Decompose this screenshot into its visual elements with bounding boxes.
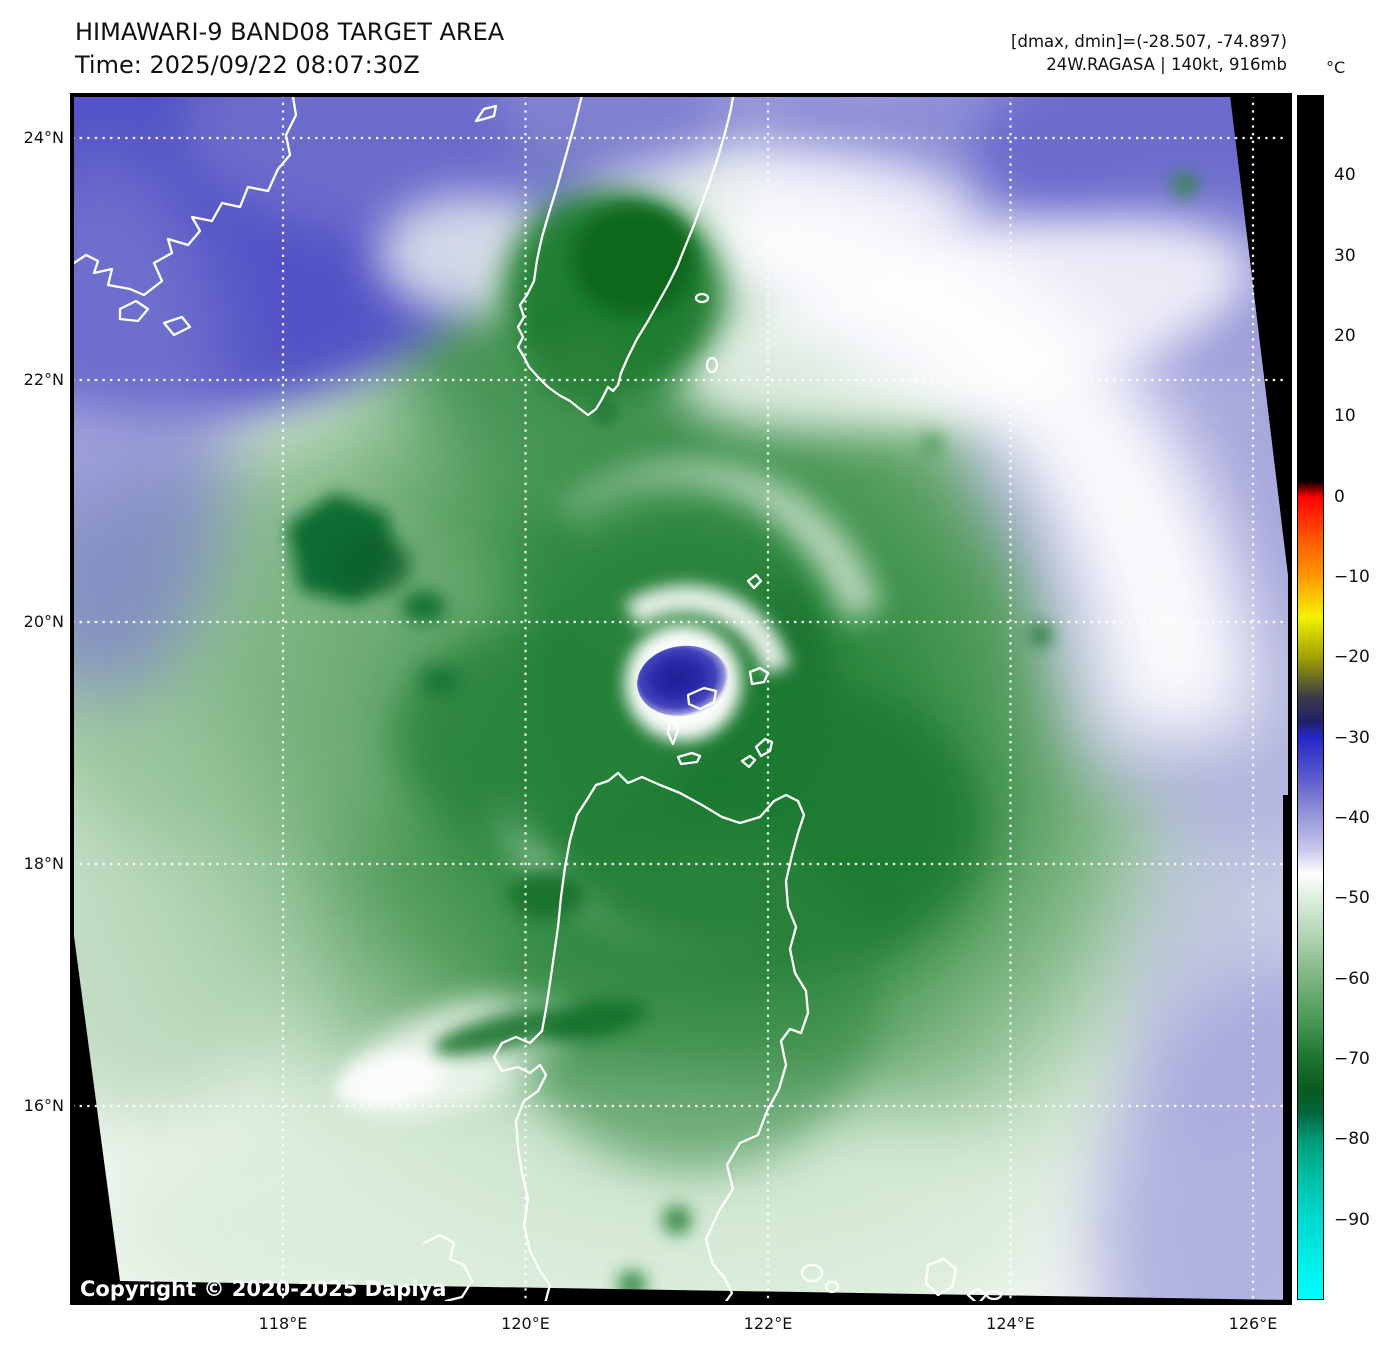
lat-tick-label: 22°N — [23, 370, 64, 389]
colorbar-tick-label: 40 — [1334, 165, 1356, 186]
lon-tick-label: 120°E — [501, 1314, 550, 1333]
colorbar-tick-label: 0 — [1334, 486, 1345, 507]
colorbar — [1297, 95, 1324, 1300]
lon-tick-label: 126°E — [1228, 1314, 1278, 1333]
colorbar-tick-label: −80 — [1334, 1129, 1370, 1150]
colorbar-tick-label: −90 — [1334, 1209, 1370, 1230]
colorbar-tick-label: −20 — [1334, 647, 1370, 668]
lat-tick-label: 20°N — [23, 612, 64, 631]
colorbar-tick-label: −10 — [1334, 567, 1370, 587]
colorbar-tick-label: 10 — [1334, 406, 1356, 427]
colorbar-tick-label: −60 — [1334, 968, 1370, 989]
lon-tick-label: 124°E — [986, 1314, 1035, 1333]
header-right-block: [dmax, dmin]=(-28.507, -74.897) 24W.RAGA… — [1011, 30, 1287, 76]
colorbar-tick-label: 30 — [1334, 245, 1356, 266]
colorbar-tick-label: −70 — [1334, 1049, 1370, 1069]
colorbar-tick-label: −40 — [1334, 808, 1370, 828]
lon-tick-label: 118°E — [258, 1314, 308, 1333]
timestamp-label: Time: 2025/09/22 08:07:30Z — [75, 51, 420, 79]
dmax-dmin-label: [dmax, dmin]=(-28.507, -74.897) — [1011, 32, 1287, 51]
gridlines — [72, 95, 1290, 1303]
colorbar-tick-label: −50 — [1334, 888, 1370, 909]
coastlines — [66, 89, 1003, 1311]
header-block: HIMAWARI-9 BAND08 TARGET AREA Time: 2025… — [75, 16, 504, 82]
colorbar-unit-label: °C — [1326, 58, 1346, 77]
colorbar-tick-label: −30 — [1334, 727, 1370, 748]
lat-tick-label: 16°N — [23, 1096, 64, 1115]
colorbar-tick-label: 20 — [1334, 326, 1356, 346]
copyright-label: Copyright © 2020-2025 Dapiya — [80, 1277, 446, 1301]
lon-tick-label: 122°E — [743, 1314, 793, 1333]
storm-info-label: 24W.RAGASA | 140kt, 916mb — [1046, 55, 1287, 74]
lat-tick-label: 24°N — [23, 128, 64, 147]
lat-tick-label: 18°N — [23, 854, 64, 873]
page-title: HIMAWARI-9 BAND08 TARGET AREA — [75, 18, 505, 46]
